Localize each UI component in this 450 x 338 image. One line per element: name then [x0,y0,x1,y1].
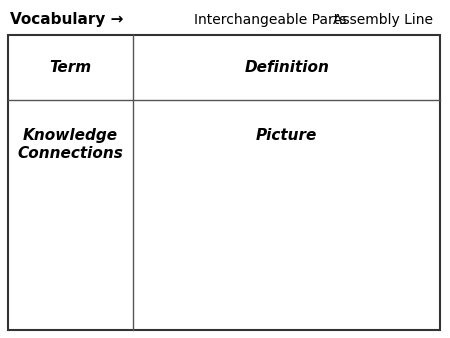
Text: Assembly Line: Assembly Line [333,13,433,27]
Text: Picture: Picture [256,128,317,143]
Text: Definition: Definition [244,60,329,75]
Text: Interchangeable Parts: Interchangeable Parts [194,13,346,27]
Text: Vocabulary →: Vocabulary → [10,12,123,27]
Bar [8,35,440,330]
Text: Term: Term [50,60,92,75]
Text: Knowledge
Connections: Knowledge Connections [18,128,124,162]
